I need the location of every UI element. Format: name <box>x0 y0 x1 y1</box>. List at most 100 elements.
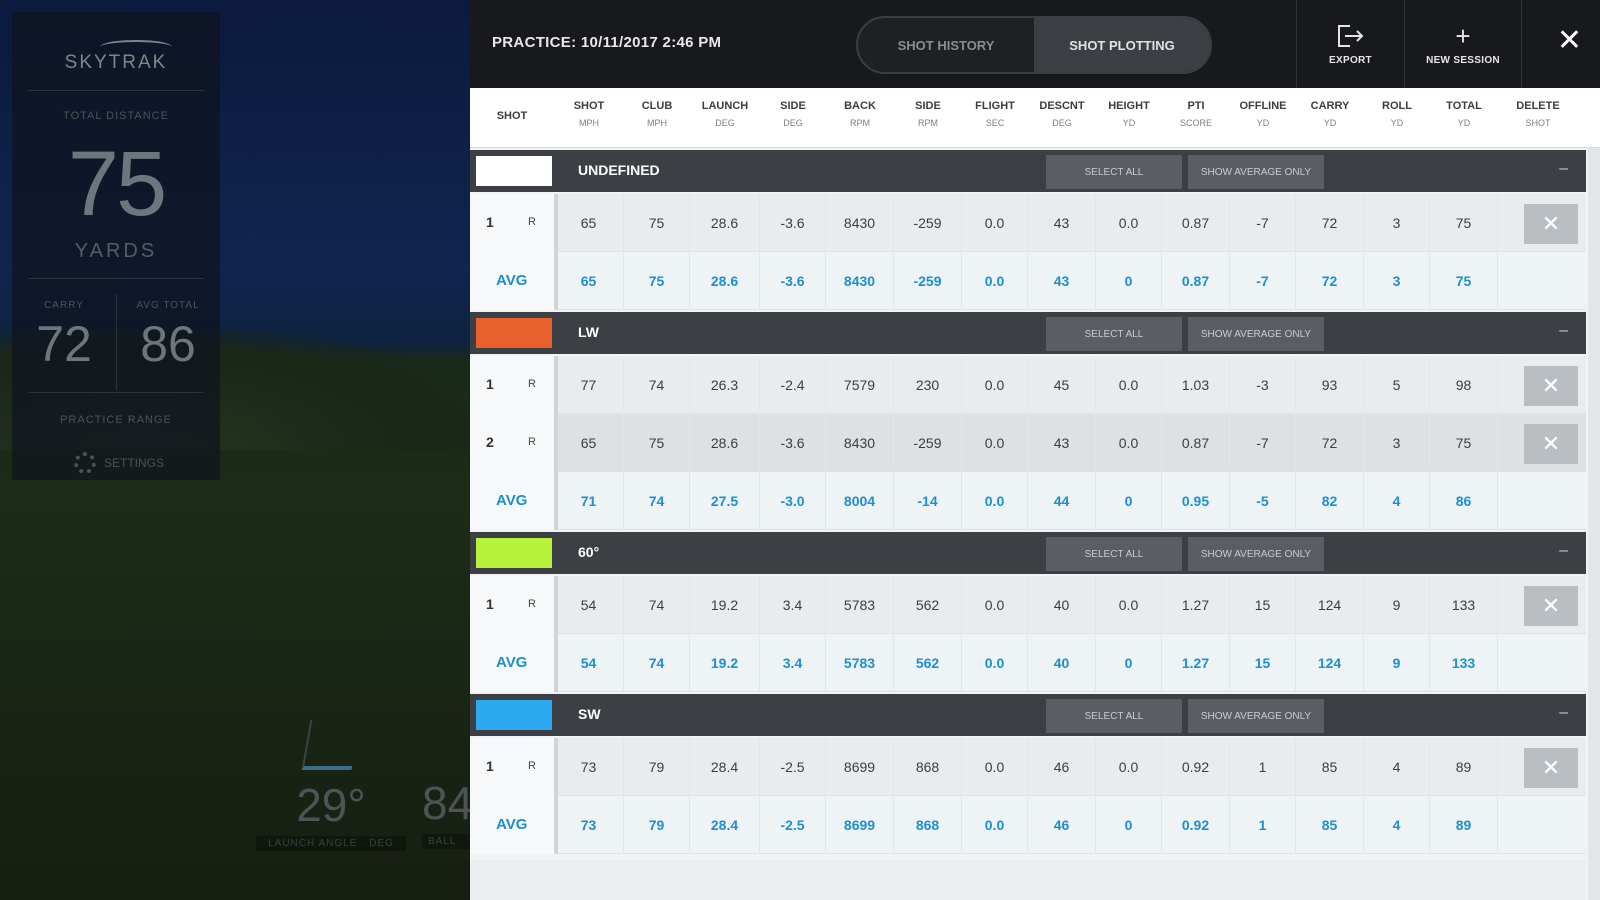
data-cell: 0.0 <box>962 356 1028 414</box>
data-cell: 0.0 <box>1096 194 1162 252</box>
club-color-swatch[interactable] <box>476 156 552 186</box>
launch-angle-label: LAUNCH ANGLE · DEG <box>256 836 406 851</box>
data-cell: 8430 <box>826 414 894 472</box>
data-cell: 0.0 <box>1096 414 1162 472</box>
handedness: R <box>528 216 536 228</box>
row-divider <box>554 738 558 796</box>
data-cell: 43 <box>1028 252 1096 310</box>
collapse-group-button[interactable]: – <box>1559 322 1568 339</box>
tab-shot-plotting[interactable]: SHOT PLOTTING <box>1034 18 1210 72</box>
show-average-only-button[interactable]: SHOW AVERAGE ONLY <box>1188 317 1324 351</box>
data-cell: 71 <box>554 472 624 530</box>
session-title: PRACTICE: 10/11/2017 2:46 PM <box>492 34 722 51</box>
data-cell: 45 <box>1028 356 1096 414</box>
data-cell: 868 <box>894 738 962 796</box>
data-cell: 85 <box>1296 738 1364 796</box>
average-row: AVG 73 79 28.4 -2.5 8699 868 0.0 46 0 0.92 1 85 4 89 <box>470 796 1586 854</box>
settings-button[interactable]: SETTINGS <box>74 452 164 474</box>
carry-value: 72 <box>36 316 92 372</box>
handedness: R <box>528 598 536 610</box>
shot-row[interactable]: 2 R 65 75 28.6 -3.6 8430 -259 0.0 43 0.0 0.87 -7 72 3 7… <box>470 414 1586 472</box>
delete-shot-button[interactable]: ✕ <box>1524 366 1578 406</box>
column-header: CARRY YD <box>1296 100 1364 128</box>
data-cell: 85 <box>1296 796 1364 854</box>
data-cell: 15 <box>1230 634 1296 692</box>
show-average-only-button[interactable]: SHOW AVERAGE ONLY <box>1188 537 1324 571</box>
column-title: DELETE <box>1516 100 1560 112</box>
column-unit: YD <box>1457 118 1471 128</box>
tab-shot-history[interactable]: SHOT HISTORY <box>897 37 995 53</box>
show-average-only-button[interactable]: SHOW AVERAGE ONLY <box>1188 155 1324 189</box>
data-cell: -3.6 <box>760 414 826 472</box>
data-cell: 0 <box>1096 252 1162 310</box>
data-cell: 562 <box>894 634 962 692</box>
data-cell: 0.0 <box>962 634 1028 692</box>
shot-number: 1 <box>486 758 494 774</box>
column-unit: RPM <box>850 118 870 128</box>
data-cell: 8430 <box>826 194 894 252</box>
divider <box>116 294 117 390</box>
club-name[interactable]: SW <box>578 706 601 722</box>
new-session-button[interactable]: + NEW SESSION <box>1404 0 1522 88</box>
collapse-group-button[interactable]: – <box>1559 542 1568 559</box>
collapse-group-button[interactable]: – <box>1559 160 1568 177</box>
export-icon <box>1337 24 1363 47</box>
average-row: AVG 54 74 19.2 3.4 5783 562 0.0 40 0 1.27 15 124 9 133 <box>470 634 1586 692</box>
data-cell: 73 <box>554 738 624 796</box>
row-divider <box>554 634 558 692</box>
close-icon[interactable]: ✕ <box>1556 24 1582 57</box>
show-average-only-button[interactable]: SHOW AVERAGE ONLY <box>1188 699 1324 733</box>
column-unit: YD <box>1323 118 1337 128</box>
data-cell: 1 <box>1230 738 1296 796</box>
data-cell: 5 <box>1364 356 1430 414</box>
data-cell: 19.2 <box>690 634 760 692</box>
select-all-button[interactable]: SELECT ALL <box>1046 699 1182 733</box>
delete-shot-button[interactable]: ✕ <box>1524 748 1578 788</box>
column-title: BACK <box>844 100 876 112</box>
club-color-swatch[interactable] <box>476 318 552 348</box>
club-color-swatch[interactable] <box>476 538 552 568</box>
club-color-swatch[interactable] <box>476 700 552 730</box>
data-cell: 1.03 <box>1162 356 1230 414</box>
select-all-button[interactable]: SELECT ALL <box>1046 317 1182 351</box>
shot-history-panel: PRACTICE: 10/11/2017 2:46 PM SHOT HISTOR… <box>470 0 1600 900</box>
column-unit: YD <box>1122 118 1136 128</box>
total-distance-value: 75 <box>67 133 167 235</box>
data-cell: 0.0 <box>1096 738 1162 796</box>
data-cell: 1.27 <box>1162 634 1230 692</box>
avg-total-value: 86 <box>140 316 196 372</box>
row-divider <box>554 356 558 414</box>
collapse-group-button[interactable]: – <box>1559 704 1568 721</box>
column-title: LAUNCH <box>701 100 749 112</box>
delete-shot-button[interactable]: ✕ <box>1524 424 1578 464</box>
data-cell: 93 <box>1296 356 1364 414</box>
column-header: SIDE DEG <box>760 100 826 128</box>
column-unit: MPH <box>647 118 667 128</box>
data-cell: 0.0 <box>962 414 1028 472</box>
data-cell: 8699 <box>826 796 894 854</box>
data-cell: 0 <box>1096 796 1162 854</box>
delete-shot-button[interactable]: ✕ <box>1524 586 1578 626</box>
club-name[interactable]: LW <box>578 324 599 340</box>
scrollbar[interactable] <box>1588 148 1600 900</box>
data-cell: 9 <box>1364 576 1430 634</box>
select-all-button[interactable]: SELECT ALL <box>1046 155 1182 189</box>
shot-number: 1 <box>486 376 494 392</box>
data-cell: 43 <box>1028 194 1096 252</box>
column-title: OFFLINE <box>1239 100 1287 112</box>
club-name[interactable]: 60° <box>578 544 600 560</box>
shot-row[interactable]: 1 R 65 75 28.6 -3.6 8430 -259 0.0 43 0.0 0.87 -7 72 3 7… <box>470 194 1586 252</box>
data-cell: 75 <box>1430 414 1498 472</box>
column-header: BACK RPM <box>826 100 894 128</box>
data-cell: -7 <box>1230 414 1296 472</box>
data-cell: 65 <box>554 194 624 252</box>
club-name[interactable]: UNDEFINED <box>578 162 660 178</box>
delete-shot-button[interactable]: ✕ <box>1524 204 1578 244</box>
shot-row[interactable]: 1 R 54 74 19.2 3.4 5783 562 0.0 40 0.0 1.27 15 124 9 13… <box>470 576 1586 634</box>
club-group-header: UNDEFINED SELECT ALL SHOW AVERAGE ONLY – <box>470 150 1586 192</box>
select-all-button[interactable]: SELECT ALL <box>1046 537 1182 571</box>
shot-row[interactable]: 1 R 77 74 26.3 -2.4 7579 230 0.0 45 0.0 1.03 -3 93 5 98… <box>470 356 1586 414</box>
export-button[interactable]: EXPORT <box>1296 0 1404 88</box>
shot-row[interactable]: 1 R 73 79 28.4 -2.5 8699 868 0.0 46 0.0 0.92 1 85 4 89 ✕ <box>470 738 1586 796</box>
